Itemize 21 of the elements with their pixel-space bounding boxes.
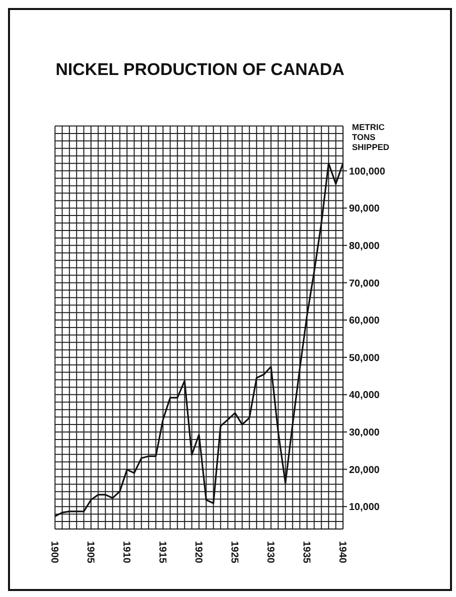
chart-title: NICKEL PRODUCTION OF CANADA <box>54 60 346 80</box>
x-tick-label: 1910 <box>120 541 132 564</box>
x-tick-label: 1920 <box>192 541 204 564</box>
x-tick-label: 1940 <box>336 541 348 564</box>
y-tick-label: 50,000 <box>349 352 380 364</box>
y-tick-label: 90,000 <box>349 204 380 215</box>
y-tick-label: 100,000 <box>349 166 386 178</box>
x-tick-label: 1930 <box>264 541 276 564</box>
x-tick-label: 1935 <box>300 541 312 564</box>
y-tick-label: 40,000 <box>349 390 380 402</box>
x-tick-label: 1925 <box>228 541 240 564</box>
x-tick-label: 1900 <box>48 541 60 564</box>
y-tick-label: 70,000 <box>349 278 380 290</box>
y-tick-label: 30,000 <box>349 428 380 439</box>
y-tick-label: 20,000 <box>349 464 380 476</box>
x-tick-label: 1915 <box>156 541 168 564</box>
y-tick-label: 10,000 <box>349 502 380 514</box>
x-tick-label: 1905 <box>84 541 96 564</box>
y-tick-label: 80,000 <box>349 240 380 252</box>
y-tick-label: 60,000 <box>349 316 380 327</box>
y-axis-title: METRIC TONS SHIPPED <box>352 122 390 152</box>
